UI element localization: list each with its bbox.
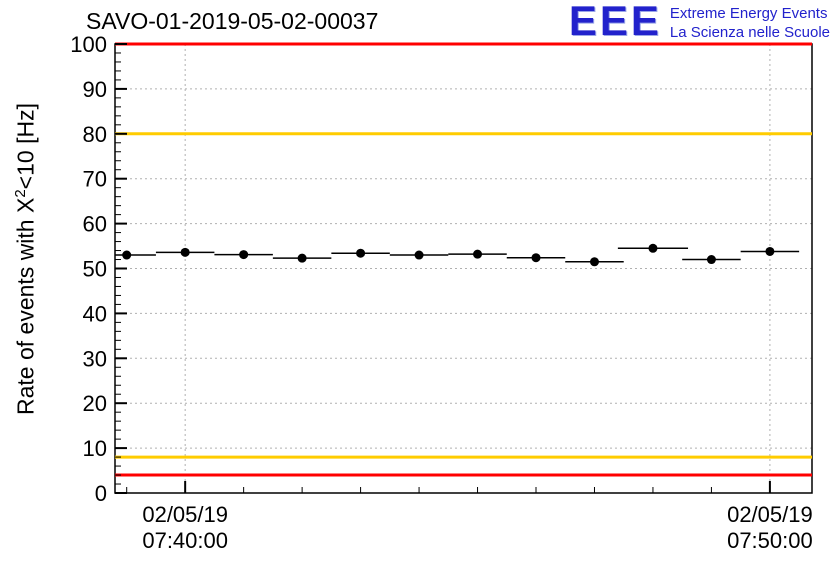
eee-logo-acronym: EEE	[568, 0, 662, 44]
svg-text:07:50:00: 07:50:00	[727, 528, 813, 553]
svg-text:30: 30	[83, 346, 107, 371]
svg-text:90: 90	[83, 77, 107, 102]
svg-text:40: 40	[83, 301, 107, 326]
eee-logo: EEE Extreme Energy Events La Scienza nel…	[568, 0, 830, 44]
chart-title: SAVO-01-2019-05-02-00037	[86, 8, 379, 34]
svg-text:60: 60	[83, 212, 107, 237]
svg-text:100: 100	[70, 32, 107, 57]
y-axis-label: Rate of events with X2<10 [Hz]	[12, 36, 40, 482]
svg-text:20: 20	[83, 391, 107, 416]
y-axis-label-prefix: Rate of events with X	[12, 197, 39, 415]
svg-text:80: 80	[83, 122, 107, 147]
svg-text:0: 0	[95, 481, 107, 506]
svg-text:02/05/19: 02/05/19	[727, 502, 813, 527]
y-axis-label-superscript: 2	[12, 189, 29, 198]
svg-text:50: 50	[83, 257, 107, 282]
eee-logo-text: Extreme Energy Events La Scienza nelle S…	[670, 2, 830, 42]
svg-text:70: 70	[83, 167, 107, 192]
svg-text:10: 10	[83, 436, 107, 461]
eee-logo-line-1: Extreme Energy Events	[669, 5, 828, 22]
y-axis-label-suffix: <10 [Hz]	[12, 103, 39, 190]
svg-text:02/05/19: 02/05/19	[142, 502, 228, 527]
svg-text:07:40:00: 07:40:00	[142, 528, 228, 553]
eee-logo-line-2: La Scienza nelle Scuole	[669, 24, 830, 41]
